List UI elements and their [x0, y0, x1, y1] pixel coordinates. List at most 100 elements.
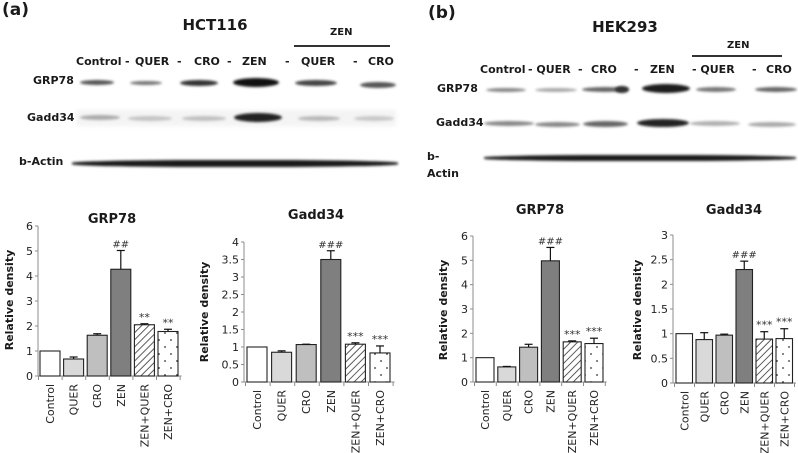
panel-b-row-actin: Actin: [427, 167, 459, 180]
panel-a-lane-dash: -: [125, 55, 130, 68]
panel-b-row-gadd34: Gadd34: [436, 116, 484, 129]
panel-b-lane-zen-cro: CRO: [766, 63, 792, 76]
panel-b-cell-line-title: HEK293: [592, 18, 658, 36]
significance-annotation: ##: [112, 240, 129, 251]
x-tick-label: ZEN: [115, 384, 128, 407]
significance-annotation: ***: [586, 325, 603, 338]
bar-cro: [715, 334, 734, 384]
panel-b-lane-dash: -: [578, 63, 583, 76]
x-tick-label: QUER: [276, 390, 289, 422]
x-tick-label: QUER: [501, 390, 514, 422]
bar-cro: [295, 343, 317, 383]
bar-zen: [540, 260, 560, 383]
panel-a-lane-zen: ZEN: [242, 55, 267, 68]
panel-b-row-b: b-: [427, 150, 440, 163]
y-tick-label: 0: [661, 377, 668, 390]
y-tick-label: 1: [461, 352, 468, 365]
bar-control: [39, 350, 61, 377]
x-tick-label: Control: [479, 390, 492, 430]
y-tick-label: 3: [661, 229, 668, 242]
chart-a-grp78: GRP78 Relative density 0 1 2 3 4 5 6 Control QUER C…: [3, 212, 182, 447]
panel-b-letter: (b): [428, 3, 456, 23]
y-tick-label: 0.5: [651, 352, 669, 365]
y-tick-label: 0.5: [222, 359, 240, 372]
y-tick-label: 2: [661, 278, 668, 291]
x-tick-label: ZEN: [325, 390, 338, 413]
y-tick-label: 5: [26, 245, 33, 258]
y-tick-label: 3: [26, 295, 33, 308]
significance-annotation: ***: [564, 328, 581, 341]
bar-zen: [110, 268, 132, 377]
bar-quer: [271, 351, 293, 383]
x-tick-label: ZEN+QUER: [566, 390, 579, 453]
y-tick-label: 1: [661, 328, 668, 341]
x-tick-label: Control: [251, 390, 264, 430]
y-tick-label: 1: [26, 345, 33, 358]
x-tick-label: CRO: [523, 390, 536, 414]
chart-title: GRP78: [88, 212, 136, 227]
panel-a-row-grp78: GRP78: [33, 74, 74, 87]
bar-control: [475, 357, 495, 383]
panel-a-lane-zen-quer: QUER: [301, 55, 336, 68]
y-tick-label: 2: [232, 306, 239, 319]
y-tick-label: 4: [461, 279, 468, 292]
panel-b-lane-cro: CRO: [591, 63, 617, 76]
y-tick-label: 1.5: [222, 324, 240, 337]
x-tick-label: CRO: [91, 384, 104, 408]
chart-title: GRP78: [516, 203, 564, 218]
significance-annotation: ***: [776, 316, 793, 329]
significance-annotation: ***: [756, 319, 773, 332]
x-tick-label: ZEN+QUER: [349, 390, 362, 453]
bar-zen-cro: [369, 352, 391, 383]
bar-cro: [86, 334, 108, 377]
panel-a-lane-control: Control: [76, 55, 122, 68]
bar-control: [675, 333, 694, 384]
y-tick-label: 2: [26, 320, 33, 333]
x-tick-label: ZEN+QUER: [758, 391, 771, 453]
x-tick-label: ZEN+CRO: [588, 390, 601, 446]
y-tick-label: 1.5: [651, 303, 669, 316]
x-tick-label: ZEN+CRO: [778, 391, 791, 447]
chart-title: Gadd34: [288, 208, 344, 223]
panel-b-lane-dash: -: [752, 63, 757, 76]
bar-zen-quer: [755, 338, 774, 384]
panel-b-lane-zen: ZEN: [650, 63, 675, 76]
panel-b-lane-dash: -: [634, 63, 639, 76]
significance-annotation: ###: [538, 236, 563, 247]
y-tick-label: 1: [232, 341, 239, 354]
panel-a-cell-line-title: HCT116: [182, 16, 248, 34]
chart-b-grp78: GRP78 Relative density 0 1 2 3 4 5 6 Control QUER C…: [437, 203, 607, 453]
y-tick-label: 4: [232, 236, 239, 249]
panel-a-lane-zen-cro: CRO: [368, 55, 394, 68]
bar-zen-cro: [157, 330, 179, 377]
bar-cro: [519, 346, 539, 383]
bar-control: [246, 346, 268, 383]
y-tick-label: 6: [26, 220, 33, 233]
panel-a-letter: (a): [2, 0, 30, 20]
y-tick-label: 3.5: [222, 254, 240, 267]
significance-annotation: **: [139, 311, 151, 324]
panel-b-zen-group-label: ZEN: [727, 40, 750, 51]
panel-a-lane-cro: CRO: [194, 55, 220, 68]
y-tick-label: 2.5: [651, 254, 669, 267]
significance-annotation: ###: [732, 250, 757, 261]
y-tick-label: 3: [461, 303, 468, 316]
significance-annotation: ***: [372, 333, 389, 346]
chart-title: Gadd34: [706, 203, 762, 218]
y-tick-label: 2: [461, 327, 468, 340]
y-tick-label: 0: [461, 376, 468, 389]
significance-annotation: ***: [347, 330, 364, 343]
y-axis-label: Relative density: [3, 250, 16, 351]
x-tick-label: ZEN: [544, 390, 557, 413]
x-tick-label: ZEN+CRO: [374, 390, 387, 446]
panel-b-row-grp78: GRP78: [437, 82, 478, 95]
x-tick-label: ZEN+CRO: [162, 384, 175, 440]
bar-quer: [497, 366, 517, 383]
x-tick-label: Control: [678, 391, 691, 431]
y-tick-label: 0: [232, 376, 239, 389]
panel-a-row-bactin: b-Actin: [19, 155, 64, 168]
bar-zen-quer: [344, 343, 366, 383]
panel-a-lane-dash: -: [353, 55, 358, 68]
x-tick-label: QUER: [698, 391, 711, 423]
